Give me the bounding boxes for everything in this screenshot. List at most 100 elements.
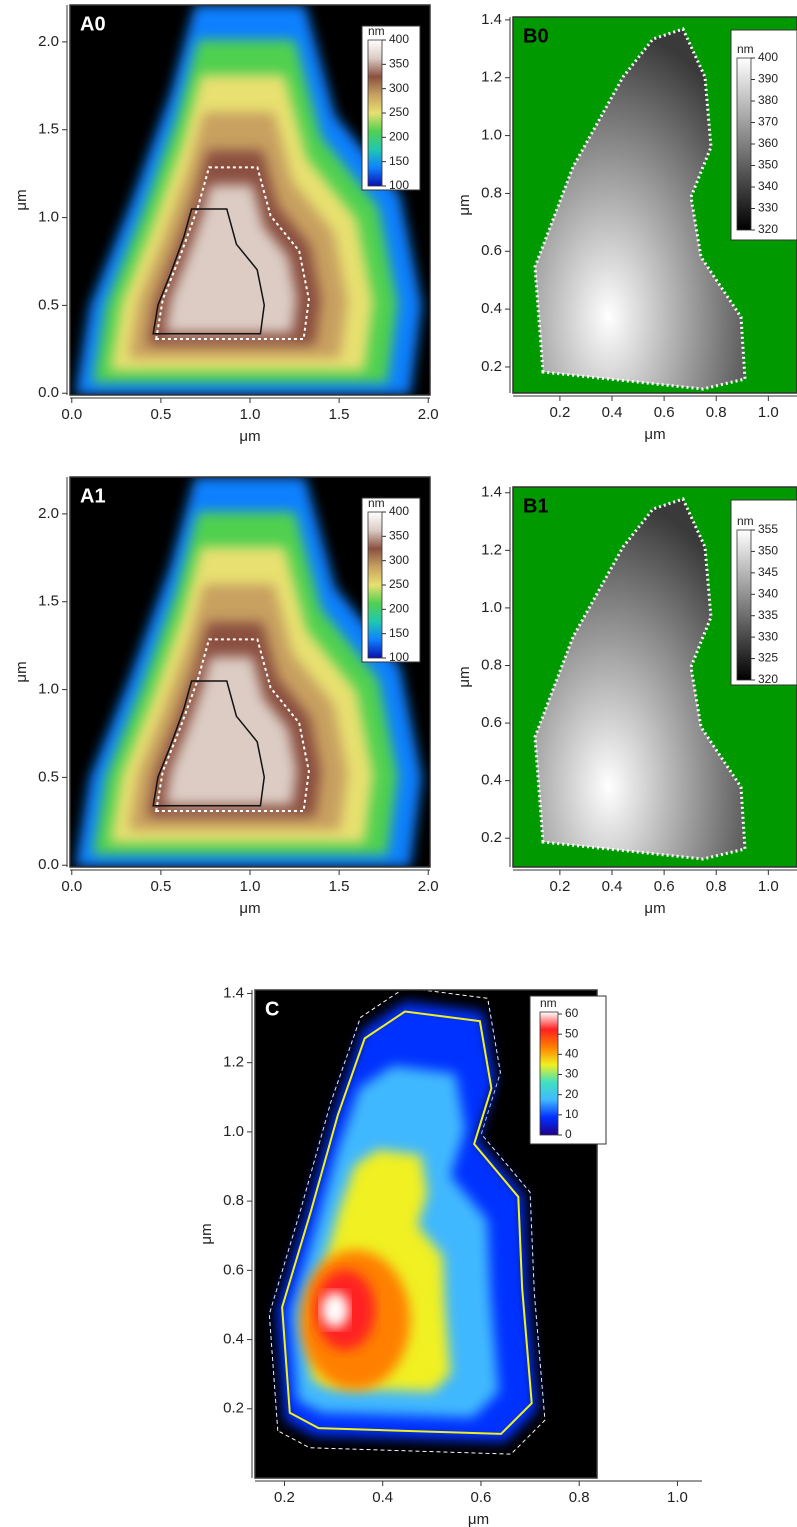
x-tick-label: 0.0 bbox=[61, 878, 82, 895]
contour bbox=[281, 1010, 533, 1435]
y-axis-label: μm bbox=[13, 661, 30, 682]
panel-label: A0 bbox=[80, 13, 106, 35]
colorbar-tick-label: 380 bbox=[758, 93, 778, 107]
y-tick-label: 1.0 bbox=[38, 209, 59, 226]
plot-frame bbox=[69, 476, 431, 868]
y-tick-label: 1.2 bbox=[223, 1054, 244, 1071]
colorbar-tick-label: 400 bbox=[389, 32, 409, 46]
y-tick-label: 2.0 bbox=[38, 505, 59, 522]
y-tick-label: 0.6 bbox=[223, 1261, 244, 1278]
colorbar-tick-label: 400 bbox=[758, 50, 778, 64]
colorbar-label: nm bbox=[737, 42, 754, 56]
panel-label: C bbox=[265, 998, 279, 1020]
x-tick-label: 0.4 bbox=[372, 1489, 393, 1506]
colorbar-tick-label: 200 bbox=[389, 602, 409, 616]
map-image bbox=[255, 990, 597, 1478]
y-tick-label: 0.0 bbox=[38, 856, 59, 873]
colorbar-tick-label: 330 bbox=[758, 201, 778, 215]
outline bbox=[533, 27, 747, 391]
colorbar bbox=[367, 511, 383, 659]
x-tick-label: 1.0 bbox=[667, 1489, 688, 1506]
colorbar-tick-label: 340 bbox=[758, 179, 778, 193]
colorbar-tick-label: 360 bbox=[758, 136, 778, 150]
x-tick-label: 1.0 bbox=[240, 406, 261, 423]
colorbar-tick-label: 250 bbox=[389, 577, 409, 591]
x-axis-label: μm bbox=[644, 426, 665, 443]
y-tick-label: 0.5 bbox=[38, 296, 59, 313]
colorbar-tick-label: 50 bbox=[565, 1026, 579, 1040]
x-tick-label: 0.2 bbox=[274, 1489, 295, 1506]
contour bbox=[152, 208, 265, 335]
colorbar-tick-label: 100 bbox=[389, 178, 409, 192]
x-tick-label: 0.0 bbox=[61, 406, 82, 423]
y-tick-label: 0.6 bbox=[481, 714, 502, 731]
colorbar bbox=[736, 57, 752, 231]
colorbar-tick-label: 100 bbox=[389, 650, 409, 664]
x-tick-label: 0.5 bbox=[150, 406, 171, 423]
y-tick-label: 1.4 bbox=[481, 11, 502, 28]
y-tick-label: 1.2 bbox=[481, 69, 502, 86]
colorbar-tick-label: 200 bbox=[389, 130, 409, 144]
y-tick-label: 0.2 bbox=[481, 358, 502, 375]
colorbar-tick-label: 330 bbox=[758, 629, 778, 643]
colorbar-tick-label: 60 bbox=[565, 1006, 579, 1020]
panel-label: B1 bbox=[523, 495, 549, 517]
contour bbox=[155, 638, 310, 812]
colorbar-tick-label: 350 bbox=[389, 57, 409, 71]
plot-frame bbox=[254, 989, 598, 1479]
y-tick-label: 0.6 bbox=[481, 242, 502, 259]
panel-label: A1 bbox=[80, 485, 106, 507]
x-tick-label: 0.4 bbox=[602, 878, 623, 895]
colorbar-label: nm bbox=[368, 496, 385, 510]
colorbar-tick-label: 340 bbox=[758, 586, 778, 600]
panel-label: B0 bbox=[523, 25, 549, 47]
colorbar-label: nm bbox=[540, 996, 557, 1010]
colorbar-tick-label: 40 bbox=[565, 1047, 579, 1061]
x-tick-label: 0.5 bbox=[150, 878, 171, 895]
x-axis-label: μm bbox=[468, 1511, 489, 1527]
x-tick-label: 2.0 bbox=[418, 878, 439, 895]
x-tick-label: 0.8 bbox=[706, 878, 727, 895]
colorbar-tick-label: 320 bbox=[758, 222, 778, 236]
x-tick-label: 1.0 bbox=[240, 878, 261, 895]
colorbar-tick-label: 325 bbox=[758, 651, 778, 665]
colorbar-tick-label: 10 bbox=[565, 1107, 579, 1121]
colorbar-tick-label: 350 bbox=[389, 529, 409, 543]
contour bbox=[152, 680, 265, 807]
y-tick-label: 0.4 bbox=[481, 772, 502, 789]
colorbar-tick-label: 350 bbox=[758, 158, 778, 172]
x-tick-label: 1.5 bbox=[329, 406, 350, 423]
x-axis-label: μm bbox=[644, 900, 665, 917]
x-tick-label: 0.2 bbox=[549, 878, 570, 895]
height-region bbox=[535, 29, 745, 389]
y-tick-label: 1.4 bbox=[481, 484, 502, 501]
y-tick-label: 0.5 bbox=[38, 768, 59, 785]
y-tick-label: 1.2 bbox=[481, 541, 502, 558]
y-tick-label: 1.0 bbox=[481, 127, 502, 144]
colorbar-label: nm bbox=[368, 24, 385, 38]
y-axis-label: μm bbox=[456, 194, 473, 215]
height-region bbox=[535, 499, 745, 859]
x-tick-label: 2.0 bbox=[418, 406, 439, 423]
y-axis-label: μm bbox=[456, 666, 473, 687]
hot-spot bbox=[321, 1292, 349, 1328]
colorbar bbox=[736, 529, 752, 681]
colorbar-tick-label: 400 bbox=[389, 504, 409, 518]
plot-frame bbox=[512, 16, 797, 394]
outline bbox=[533, 497, 747, 861]
colorbar-tick-label: 350 bbox=[758, 544, 778, 558]
colorbar-tick-label: 150 bbox=[389, 154, 409, 168]
colorbar-label: nm bbox=[737, 514, 754, 528]
colorbar-tick-label: 335 bbox=[758, 608, 778, 622]
y-tick-label: 1.0 bbox=[223, 1123, 244, 1140]
y-tick-label: 0.0 bbox=[38, 384, 59, 401]
x-tick-label: 0.8 bbox=[569, 1489, 590, 1506]
contour bbox=[155, 166, 310, 340]
colorbar-tick-label: 355 bbox=[758, 522, 778, 536]
x-tick-label: 1.5 bbox=[329, 878, 350, 895]
x-tick-label: 0.6 bbox=[654, 878, 675, 895]
height-layer bbox=[164, 184, 297, 333]
colorbar-tick-label: 370 bbox=[758, 115, 778, 129]
